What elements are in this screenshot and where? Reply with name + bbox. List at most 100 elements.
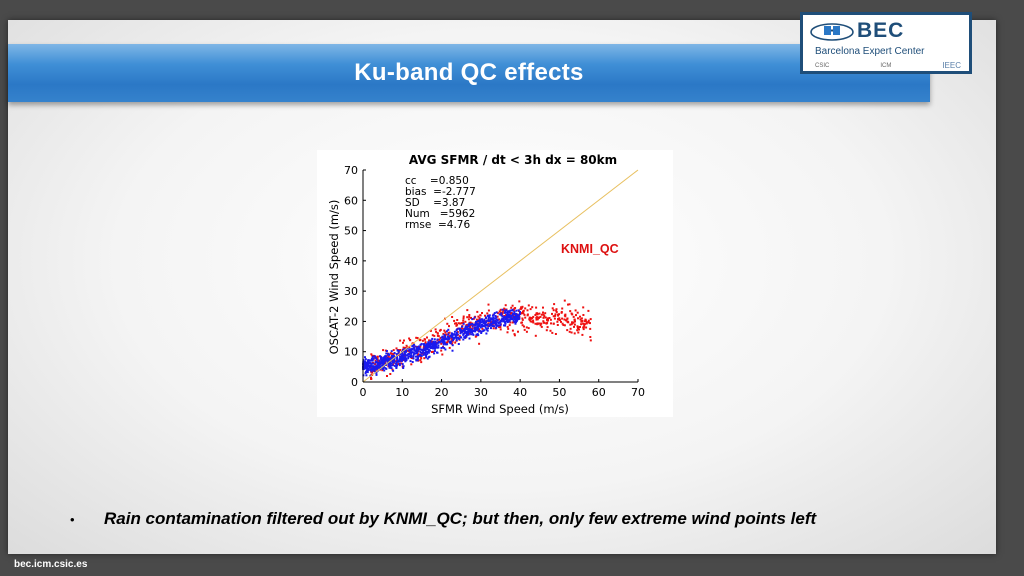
scatter-point-blue bbox=[364, 358, 367, 361]
scatter-point-red bbox=[587, 321, 590, 324]
scatter-point-red bbox=[408, 337, 411, 340]
scatter-point-red bbox=[589, 322, 591, 325]
scatter-point-blue bbox=[482, 325, 485, 327]
scatter-point-blue bbox=[365, 361, 368, 364]
y-tick-label: 50 bbox=[344, 225, 358, 238]
scatter-point-blue bbox=[409, 355, 412, 358]
scatter-point-blue bbox=[485, 316, 487, 319]
scatter-point-red bbox=[513, 333, 516, 336]
scatter-point-blue bbox=[510, 314, 513, 317]
scatter-point-blue bbox=[467, 327, 470, 330]
scatter-point-blue bbox=[501, 315, 504, 318]
scatter-point-blue bbox=[393, 359, 396, 362]
bullet-text: Rain contamination filtered out by KNMI_… bbox=[104, 509, 817, 528]
scatter-point-blue bbox=[418, 347, 421, 350]
scatter-point-red bbox=[561, 307, 564, 310]
scatter-point-blue bbox=[487, 320, 490, 322]
scatter-point-blue bbox=[470, 329, 473, 331]
scatter-point-red bbox=[448, 325, 450, 328]
scatter-point-red bbox=[552, 322, 555, 325]
scatter-point-blue bbox=[379, 362, 382, 365]
x-tick-label: 10 bbox=[395, 386, 409, 399]
scatter-point-red bbox=[454, 322, 456, 325]
scatter-point-red bbox=[585, 321, 588, 324]
scatter-point-blue bbox=[368, 359, 371, 362]
scatter-point-blue bbox=[385, 350, 388, 352]
scatter-point-blue bbox=[392, 354, 395, 357]
scatter-point-red bbox=[499, 328, 502, 331]
scatter-point-blue bbox=[457, 343, 460, 345]
scatter-point-red bbox=[462, 319, 465, 322]
scatter-point-blue bbox=[396, 349, 399, 352]
scatter-point-red bbox=[577, 331, 580, 334]
scatter-point-blue bbox=[364, 362, 367, 365]
scatter-point-red bbox=[535, 306, 538, 309]
scatter-point-red bbox=[481, 327, 484, 330]
scatter-point-blue bbox=[403, 352, 406, 355]
scatter-point-blue bbox=[364, 361, 367, 364]
scatter-point-blue bbox=[379, 363, 382, 366]
scatter-point-red bbox=[542, 311, 544, 314]
scatter-point-red bbox=[408, 351, 411, 354]
scatter-point-blue bbox=[391, 364, 394, 367]
scatter-point-blue bbox=[501, 308, 504, 311]
scatter-point-red bbox=[543, 315, 546, 318]
scatter-point-blue bbox=[476, 327, 479, 330]
scatter-point-red bbox=[469, 326, 471, 328]
scatter-point-blue bbox=[480, 332, 483, 334]
scatter-point-red bbox=[451, 342, 454, 345]
scatter-point-blue bbox=[433, 352, 436, 355]
scatter-point-blue bbox=[466, 332, 469, 334]
scatter-point-blue bbox=[366, 371, 369, 374]
scatter-point-blue bbox=[485, 321, 488, 324]
scatter-point-blue bbox=[461, 325, 463, 328]
scatter-point-red bbox=[551, 312, 553, 315]
scatter-point-blue bbox=[426, 357, 429, 360]
scatter-point-red bbox=[580, 317, 583, 320]
footer-url: bec.icm.csic.es bbox=[14, 559, 88, 570]
scatter-point-red bbox=[535, 312, 538, 315]
scatter-point-blue bbox=[389, 365, 391, 367]
scatter-point-blue bbox=[444, 348, 447, 351]
scatter-point-red bbox=[423, 357, 426, 360]
scatter-point-red bbox=[431, 334, 434, 337]
scatter-point-red bbox=[468, 332, 471, 335]
scatter-point-red bbox=[538, 322, 541, 325]
x-tick-label: 20 bbox=[435, 386, 449, 399]
scatter-point-red bbox=[487, 325, 490, 328]
scatter-point-red bbox=[419, 345, 422, 348]
scatter-point-blue bbox=[381, 360, 384, 363]
scatter-point-blue bbox=[386, 357, 389, 360]
scatter-point-red bbox=[387, 355, 390, 358]
y-tick-label: 60 bbox=[344, 194, 358, 207]
scatter-point-blue bbox=[473, 316, 476, 319]
scatter-point-blue bbox=[423, 344, 426, 347]
scatter-point-red bbox=[371, 371, 374, 374]
scatter-point-red bbox=[464, 320, 467, 323]
scatter-point-blue bbox=[425, 348, 428, 350]
scatter-point-blue bbox=[416, 349, 419, 352]
scatter-point-red bbox=[404, 347, 407, 349]
scatter-point-red bbox=[487, 303, 490, 306]
scatter-point-blue bbox=[447, 328, 450, 331]
scatter-point-red bbox=[582, 322, 585, 325]
scatter-point-blue bbox=[473, 328, 476, 331]
scatter-point-red bbox=[557, 318, 559, 321]
scatter-point-blue bbox=[447, 335, 449, 338]
scatter-point-red bbox=[468, 315, 471, 318]
scatter-point-blue bbox=[465, 333, 468, 336]
scatter-point-blue bbox=[444, 336, 447, 339]
scatter-point-red bbox=[437, 335, 440, 338]
scatter-point-blue bbox=[415, 350, 418, 353]
scatter-point-red bbox=[532, 319, 535, 322]
scatter-point-red bbox=[535, 316, 538, 319]
scatter-point-red bbox=[444, 331, 447, 334]
scatter-point-blue bbox=[459, 332, 462, 335]
scatter-point-red bbox=[403, 339, 405, 342]
scatter-point-red bbox=[408, 346, 411, 349]
scatter-point-blue bbox=[390, 362, 393, 365]
scatter-point-red bbox=[381, 369, 384, 372]
scatter-point-blue bbox=[505, 317, 508, 320]
scatter-point-red bbox=[566, 329, 569, 332]
scatter-point-blue bbox=[368, 365, 371, 368]
